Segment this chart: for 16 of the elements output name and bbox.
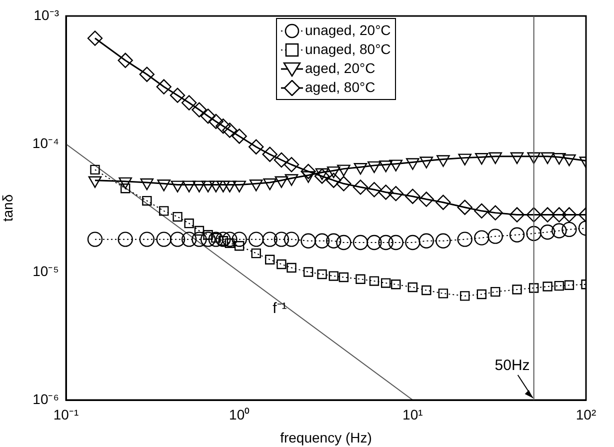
x-axis-title: frequency (Hz) [280, 429, 372, 446]
x-tick-label: 10² [576, 406, 596, 422]
ref-line-label: 50Hz [494, 357, 530, 374]
legend-label: aged, 20°C [305, 59, 376, 78]
x-tick-label: 10¹ [402, 406, 424, 422]
y-axis-title: tanδ [0, 194, 16, 222]
y-tick-label: 10⁻⁶ [32, 390, 59, 407]
y-tick-label: 10⁻³ [34, 6, 60, 23]
legend-label: unaged, 80°C [305, 40, 391, 59]
legend-label: unaged, 20°C [305, 21, 391, 40]
x-tick-label: 10⁰ [229, 406, 250, 422]
y-tick-label: 10⁻⁵ [32, 262, 59, 279]
annotation: f⁻¹ [272, 300, 287, 318]
x-tick-label: 10⁻¹ [53, 406, 79, 422]
y-tick-label: 10⁻⁴ [32, 134, 59, 151]
legend-label: aged, 80°C [305, 78, 376, 97]
